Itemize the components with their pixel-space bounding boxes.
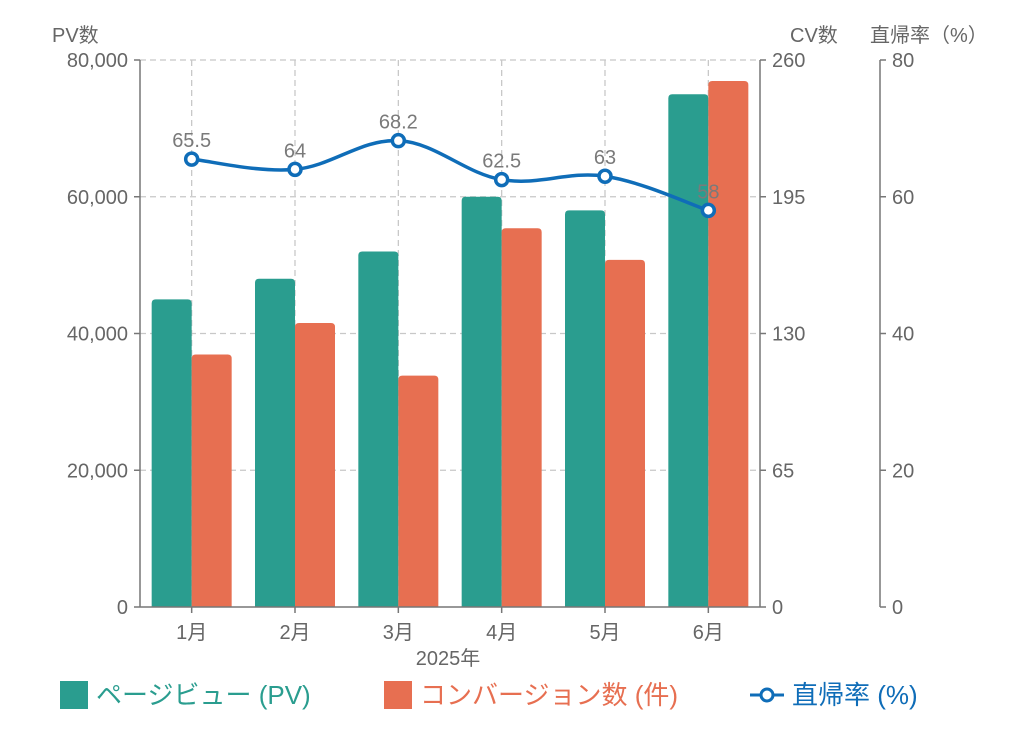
legend: ページビュー (PV) コンバージョン数 (件) 直帰率 (%) [60,680,918,710]
left-axis-title: PV数 [52,24,99,47]
x-tick-label-5: 6月 [693,622,724,644]
bar-cv-2 [398,375,439,607]
right1-tick-label-4: 260 [772,50,805,72]
bounce-rate-path [191,138,709,213]
left-tick-label-0: 0 [117,597,128,619]
bar-pv-0 [151,299,192,607]
axes: 0 20,000 40,000 60,000 80,000 0 65 130 195 260 0 20… [67,50,914,644]
legend-swatch-cv [384,681,412,709]
right2-axis-title: 直帰率（%） [870,24,988,47]
right2-tick-label-3: 60 [892,187,914,209]
right2-tick-label-0: 0 [892,597,903,619]
bar-pv-3 [461,196,502,607]
left-tick-label-3: 60,000 [67,187,128,209]
bounce-rate-point-0 [183,151,200,167]
bounce-rate-point-4 [597,168,613,184]
bounce-rate-line [183,132,717,219]
legend-item-cv[interactable]: コンバージョン数 (件) [384,680,678,710]
left-tick-label-1: 20,000 [67,460,128,482]
legend-item-pv[interactable]: ページビュー (PV) [60,680,311,710]
bar-pv-5 [668,94,709,607]
right2-tick-label-2: 40 [892,324,914,346]
left-tick-label-4: 80,000 [67,50,128,72]
bounce-rate-label-5: 58 [697,181,719,203]
x-tick-label-3: 4月 [486,622,517,644]
legend-label-cv: コンバージョン数 (件) [420,680,678,710]
bounce-rate-label-0: 65.5 [172,130,211,152]
bounce-rate-label-3: 62.5 [482,151,521,173]
x-tick-label-2: 3月 [383,622,414,644]
right1-tick-label-0: 0 [772,597,783,619]
bar-cv-0 [191,354,232,607]
bar-cv-4 [605,259,645,607]
bounce-rate-point-3 [493,171,510,188]
legend-marker-bounce-rate [759,687,775,703]
bar-pv-1 [255,278,295,607]
bounce-rate-point-5 [700,202,717,219]
right2-tick-label-1: 20 [892,460,914,482]
bar-cv-5 [708,81,749,608]
bars [151,81,749,608]
bar-cv-1 [295,322,335,607]
grid-lines [140,59,760,607]
right1-tick-label-2: 130 [772,324,805,346]
legend-item-bounce-rate[interactable]: 直帰率 (%) [750,680,918,710]
bounce-rate-label-1: 64 [284,140,306,162]
legend-label-pv: ページビュー (PV) [96,680,311,710]
x-tick-label-0: 1月 [176,622,207,644]
legend-swatch-pv [60,681,88,709]
left-tick-label-2: 40,000 [67,324,128,346]
bounce-rate-point-1 [287,161,303,178]
right1-axis-title: CV数 [790,24,838,47]
x-tick-label-4: 5月 [589,622,620,644]
right2-tick-label-4: 80 [892,50,914,72]
data-labels: 65.5 64 68.2 62.5 63 58 [172,112,719,204]
bounce-rate-label-4: 63 [594,147,616,169]
bounce-rate-point-2 [390,132,407,149]
right1-tick-label-1: 65 [772,460,794,482]
legend-label-bounce-rate: 直帰率 (%) [792,680,918,710]
bounce-rate-label-2: 68.2 [379,112,418,134]
bar-cv-3 [501,228,542,608]
bar-pv-4 [565,210,605,608]
x-axis-title: 2025年 [416,647,481,670]
x-tick-label-1: 2月 [279,622,310,644]
bar-pv-2 [358,251,399,607]
right1-tick-label-3: 195 [772,187,805,209]
